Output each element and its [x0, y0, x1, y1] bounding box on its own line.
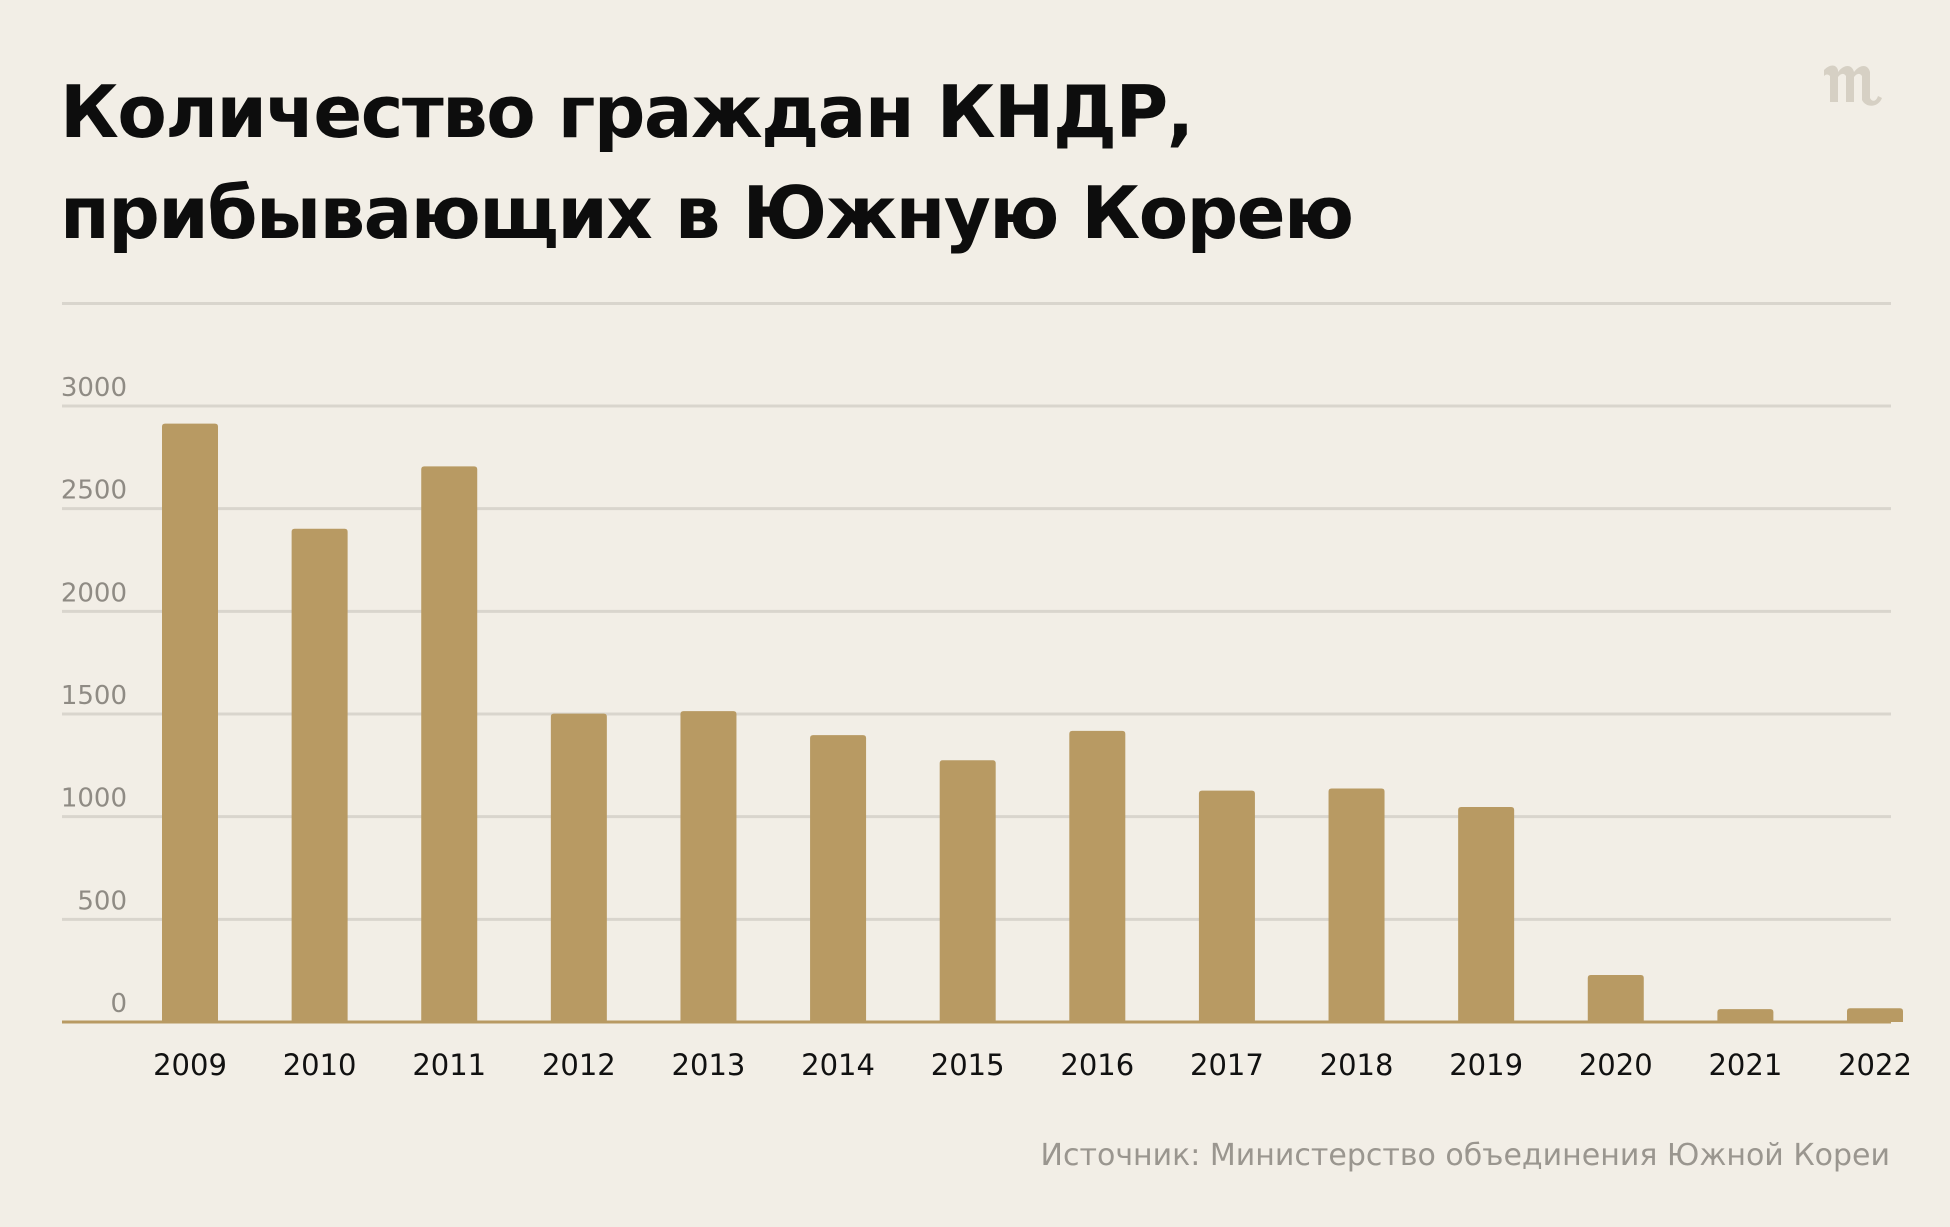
chart-title-line-1: Количество граждан КНДР, [60, 70, 1194, 154]
x-tick-label: 2022 [1838, 1048, 1912, 1082]
x-tick-label: 2009 [153, 1048, 227, 1082]
x-tick-label: 2020 [1579, 1048, 1653, 1082]
x-tick-label: 2012 [542, 1048, 616, 1082]
bar-chart: 0 500 1000 1500 2000 2500 3000 2009 2010 2011 201… [61, 373, 1912, 1082]
chart-title-line-2: прибывающих в Южную Корею [60, 171, 1354, 255]
bar-2012 [550, 713, 607, 1022]
bar-2014 [810, 735, 867, 1022]
x-tick-label: 2017 [1190, 1048, 1264, 1082]
x-tick-label: 2010 [283, 1048, 357, 1082]
y-tick-label: 2000 [61, 578, 127, 608]
bar-2019 [1458, 807, 1515, 1022]
x-axis-ticks: 2009 2010 2011 2012 2013 2014 2015 2016 2017 2018… [153, 1048, 1912, 1082]
x-tick-label: 2013 [672, 1048, 746, 1082]
bar-2013 [680, 711, 737, 1022]
bar-2015 [939, 760, 996, 1022]
bar-2010 [291, 528, 348, 1022]
bar-2021 [1717, 1009, 1774, 1022]
bar-2022 [1847, 1008, 1903, 1022]
source-note: Источник: Министерство объединения Южной… [1040, 1138, 1890, 1173]
y-axis-ticks: 0 500 1000 1500 2000 2500 3000 [61, 373, 127, 1019]
bar-2011 [421, 466, 478, 1022]
y-tick-label: 1000 [61, 784, 127, 814]
bar-2016 [1069, 730, 1126, 1022]
y-tick-label: 3000 [61, 373, 127, 403]
chart-title: Количество граждан КНДР, прибывающих в Ю… [60, 62, 1660, 264]
y-tick-label: 0 [110, 989, 127, 1019]
x-tick-label: 2015 [931, 1048, 1005, 1082]
bars [62, 423, 1903, 1024]
y-tick-label: 500 [77, 886, 127, 916]
bar-2017 [1198, 790, 1255, 1022]
bar-2020 [1587, 974, 1644, 1022]
x-tick-label: 2019 [1449, 1048, 1523, 1082]
meduza-logo-icon [1824, 65, 1882, 106]
title-divider [62, 302, 1891, 305]
x-tick-label: 2016 [1060, 1048, 1134, 1082]
x-tick-label: 2014 [801, 1048, 875, 1082]
x-tick-label: 2018 [1320, 1048, 1394, 1082]
y-tick-label: 2500 [61, 476, 127, 506]
bar-2009 [162, 423, 218, 1022]
y-tick-label: 1500 [61, 681, 127, 711]
bar-2018 [1328, 788, 1385, 1022]
x-tick-label: 2021 [1708, 1048, 1782, 1082]
x-tick-label: 2011 [412, 1048, 486, 1082]
